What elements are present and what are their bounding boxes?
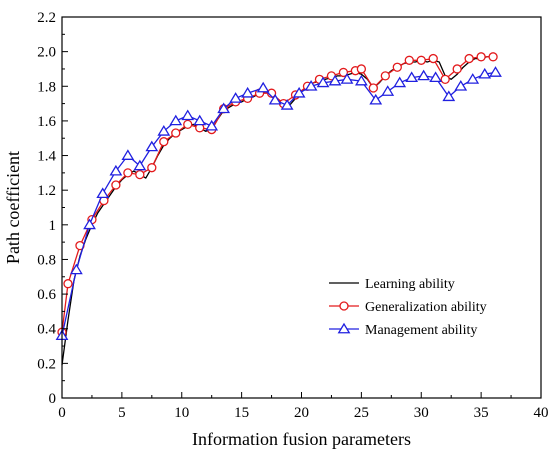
y-tick-label: 1.4 bbox=[37, 149, 56, 165]
data-point bbox=[256, 81, 270, 93]
data-point bbox=[217, 102, 231, 114]
data-point bbox=[340, 73, 354, 84]
legend-marker-swatch bbox=[339, 301, 349, 311]
data-point bbox=[109, 164, 123, 176]
data-point bbox=[123, 168, 133, 178]
data-point bbox=[338, 67, 349, 78]
x-tick-label: 40 bbox=[534, 405, 549, 421]
data-point bbox=[392, 62, 402, 72]
data-point bbox=[368, 83, 379, 93]
data-point bbox=[241, 86, 255, 98]
data-point bbox=[454, 80, 468, 91]
data-point bbox=[292, 86, 306, 98]
data-point bbox=[466, 73, 480, 84]
y-tick-label: 2.0 bbox=[37, 45, 56, 61]
x-tick-label: 15 bbox=[234, 405, 249, 421]
data-point bbox=[96, 187, 110, 199]
data-point bbox=[183, 119, 193, 130]
y-tick-label: 0.6 bbox=[37, 287, 56, 303]
axis-ticks: 0 5 10 15 20 25 30 35 40 0 0.2 0.4 0.6 0.8 1 1.2 1.4 1.6 1… bbox=[37, 10, 548, 421]
legend-item: Learning ability bbox=[329, 277, 455, 292]
legend-label: Generalization ability bbox=[365, 300, 487, 315]
data-point bbox=[268, 93, 282, 105]
data-point bbox=[304, 80, 318, 91]
y-tick-label: 1.2 bbox=[37, 183, 56, 199]
data-point bbox=[328, 74, 342, 86]
y-tick-label: 2.2 bbox=[37, 10, 56, 26]
x-tick-label: 25 bbox=[354, 405, 369, 421]
data-point bbox=[464, 53, 474, 64]
series-layer bbox=[55, 52, 502, 366]
legend-item: Management ability bbox=[329, 322, 477, 338]
y-tick-label: 1 bbox=[49, 218, 57, 234]
data-point bbox=[478, 67, 492, 79]
data-point bbox=[380, 71, 390, 81]
data-point bbox=[417, 69, 431, 81]
y-tick-label: 0.4 bbox=[37, 322, 56, 338]
data-point bbox=[442, 90, 456, 102]
data-point bbox=[488, 52, 498, 62]
legend: Learning ability Generalization ability Ma… bbox=[329, 277, 487, 338]
x-tick-label: 0 bbox=[58, 405, 66, 421]
x-tick-label: 20 bbox=[294, 405, 309, 421]
x-tick-label: 35 bbox=[474, 405, 489, 421]
plot-frame bbox=[61, 16, 542, 399]
data-point bbox=[159, 137, 169, 147]
data-point bbox=[476, 52, 486, 62]
data-point bbox=[393, 76, 407, 88]
legend-marker-swatch bbox=[337, 322, 351, 334]
data-point bbox=[452, 64, 462, 74]
series-generalization-ability bbox=[57, 52, 498, 337]
y-axis-title: Path coefficient bbox=[3, 151, 23, 264]
x-tick-label: 5 bbox=[118, 405, 126, 421]
x-tick-label: 10 bbox=[174, 405, 189, 421]
data-point bbox=[356, 64, 367, 74]
plot-area-border bbox=[61, 16, 542, 399]
x-tick-label: 30 bbox=[414, 405, 429, 421]
data-point bbox=[440, 74, 450, 84]
data-point bbox=[280, 99, 294, 110]
data-point bbox=[63, 279, 73, 289]
data-point bbox=[133, 159, 147, 171]
data-point bbox=[405, 71, 419, 83]
legend-label: Learning ability bbox=[365, 277, 455, 292]
series-line bbox=[61, 71, 496, 336]
y-tick-label: 0.2 bbox=[37, 356, 56, 372]
data-point bbox=[205, 119, 219, 131]
data-point bbox=[428, 53, 438, 64]
data-point bbox=[354, 74, 368, 86]
y-tick-label: 0.8 bbox=[37, 252, 56, 268]
data-point bbox=[145, 140, 159, 152]
legend-label: Management ability bbox=[365, 323, 477, 338]
data-point bbox=[416, 55, 426, 65]
data-point bbox=[69, 263, 83, 275]
y-tick-label: 0 bbox=[49, 391, 57, 407]
y-tick-label: 1.6 bbox=[37, 114, 56, 130]
series-management-ability bbox=[55, 66, 502, 341]
data-point bbox=[147, 163, 157, 173]
data-point bbox=[429, 71, 443, 83]
data-point bbox=[121, 149, 135, 160]
data-point bbox=[157, 125, 171, 136]
data-point bbox=[171, 128, 181, 138]
data-point bbox=[489, 66, 502, 77]
data-point bbox=[193, 114, 207, 126]
x-axis-title: Information fusion parameters bbox=[192, 429, 411, 449]
data-point bbox=[169, 114, 183, 126]
data-point bbox=[369, 93, 383, 105]
y-tick-label: 1.8 bbox=[37, 79, 56, 95]
legend-item: Generalization ability bbox=[329, 300, 487, 315]
data-point bbox=[316, 76, 330, 88]
data-point bbox=[111, 180, 121, 190]
data-point bbox=[83, 218, 96, 230]
data-point bbox=[135, 169, 145, 180]
data-point bbox=[181, 109, 195, 121]
data-point bbox=[404, 55, 414, 65]
data-point bbox=[381, 85, 395, 96]
data-point bbox=[229, 92, 243, 103]
